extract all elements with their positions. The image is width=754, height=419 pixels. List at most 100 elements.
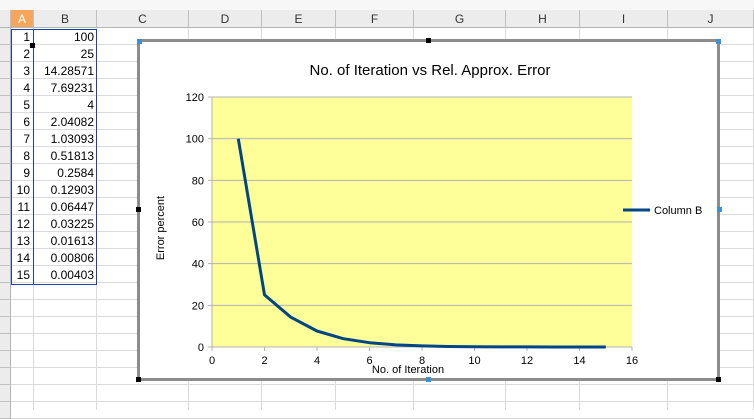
column-header-h[interactable]: H [506,10,580,28]
cell-a1[interactable]: 1 [23,30,30,44]
row-header[interactable] [0,385,11,402]
cell-a14[interactable]: 14 [16,251,30,265]
resize-handle-bottom[interactable] [426,377,431,382]
cell-b12[interactable]: 0.03225 [50,217,94,231]
cell-b2[interactable]: 25 [80,47,94,61]
row-header[interactable] [0,334,11,351]
x-tick-label: 2 [261,355,267,367]
row-header[interactable] [0,215,11,232]
cell-b5[interactable]: 4 [87,98,94,112]
cell-a13[interactable]: 13 [16,234,30,248]
row-header[interactable] [0,300,11,317]
select-all-corner[interactable] [0,10,11,28]
cell-a12[interactable]: 12 [16,217,30,231]
row-header[interactable] [0,113,11,130]
chart-title: No. of Iteration vs Rel. Approx. Error [310,62,551,79]
x-tick-label: 12 [521,355,533,367]
cell-a8[interactable]: 8 [23,149,30,163]
fill-handle[interactable] [30,43,35,48]
row-header[interactable] [0,198,11,215]
y-tick-label: 60 [192,217,204,229]
resize-handle-top-right[interactable] [716,39,721,44]
cell-b3[interactable]: 14.28571 [43,64,94,78]
row-header[interactable] [0,249,11,266]
row-header[interactable] [0,147,11,164]
resize-handle-bottom-left[interactable] [136,377,141,382]
cell-b10[interactable]: 0.12903 [50,183,94,197]
cell-a3[interactable]: 3 [23,64,30,78]
cell-a6[interactable]: 6 [23,115,30,129]
resize-handle-left[interactable] [136,207,141,212]
row-header[interactable] [0,45,11,62]
column-header-b[interactable]: B [34,10,97,28]
column-header-a[interactable]: A [11,10,34,28]
row-header[interactable] [0,28,11,45]
x-tick-label: 0 [209,355,215,367]
legend-label-column-b: Column B [654,205,702,217]
row-header[interactable] [0,79,11,96]
resize-handle-right[interactable] [717,207,722,212]
chart-object[interactable]: No. of Iteration vs Rel. Approx. Error 0… [137,39,720,381]
x-tick-label: 8 [419,355,425,367]
resize-handle-top[interactable] [426,38,431,43]
x-tick-label: 14 [573,355,585,367]
cell-a5[interactable]: 5 [23,98,30,112]
cell-b13[interactable]: 0.01613 [50,234,94,248]
cell-b6[interactable]: 2.04082 [50,115,94,129]
cell-a10[interactable]: 10 [16,183,30,197]
row-header[interactable] [0,96,11,113]
row-header[interactable] [0,130,11,147]
y-axis-label: Error percent [155,196,167,260]
x-tick-label: 16 [626,355,638,367]
cell-a11[interactable]: 11 [17,200,30,214]
resize-handle-bottom-right[interactable] [716,377,721,382]
cell-b11[interactable]: 0.06447 [50,200,94,214]
column-header-e[interactable]: E [262,10,336,28]
cell-b14[interactable]: 0.00806 [50,251,94,265]
row-gridline [0,401,754,402]
x-axis-label: No. of Iteration [372,364,444,376]
line-chart[interactable]: No. of Iteration vs Rel. Approx. Error 0… [140,42,717,378]
x-tick-label: 6 [366,355,372,367]
row-header[interactable] [0,266,11,283]
x-tick-label: 10 [468,355,480,367]
y-tick-label: 80 [192,175,204,187]
y-tick-label: 120 [186,92,204,104]
column-header-d[interactable]: D [189,10,262,28]
y-tick-label: 20 [192,300,204,312]
series-line-column-b [236,138,606,349]
row-gridline [0,384,754,385]
cell-b15[interactable]: 0.00403 [50,268,94,282]
column-header-c[interactable]: C [97,10,189,28]
row-header[interactable] [0,164,11,181]
column-header-g[interactable]: G [414,10,506,28]
cell-a2[interactable]: 2 [23,47,30,61]
selection-column-a [11,29,34,285]
tick-labels: 0 20 40 60 80 100 120 0 2 4 6 8 10 12 14 16 [186,92,638,367]
resize-handle-top-left[interactable] [137,39,142,44]
row-header[interactable] [0,368,11,385]
cell-b4[interactable]: 7.69231 [50,81,94,95]
row-header[interactable] [0,317,11,334]
column-header-j[interactable]: J [668,10,754,28]
cell-a7[interactable]: 7 [23,132,30,146]
cell-b1[interactable]: 100 [73,30,94,44]
column-header-i[interactable]: I [580,10,668,28]
y-tick-label: 100 [186,134,204,146]
row-header[interactable] [0,283,11,300]
y-tick-label: 40 [192,259,204,271]
cell-b8[interactable]: 0.51813 [50,149,94,163]
y-tick-label: 0 [198,342,204,354]
row-header[interactable] [0,232,11,249]
cell-a9[interactable]: 9 [23,166,30,180]
cell-a15[interactable]: 15 [16,268,30,282]
row-header[interactable] [0,351,11,368]
cell-b7[interactable]: 1.03093 [50,132,94,146]
x-tick-label: 4 [314,355,320,367]
column-header-f[interactable]: F [336,10,414,28]
row-header[interactable] [0,402,11,419]
row-header[interactable] [0,62,11,79]
row-header[interactable] [0,181,11,198]
cell-a4[interactable]: 4 [23,81,30,95]
cell-b9[interactable]: 0.2584 [57,166,94,180]
